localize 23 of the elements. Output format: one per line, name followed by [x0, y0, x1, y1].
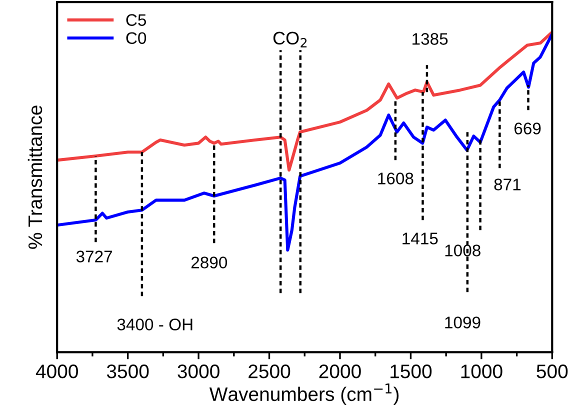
x-tick-label: 3000	[178, 364, 220, 378]
legend-label: C5	[126, 14, 146, 26]
ref-line-label: 669	[514, 122, 541, 134]
legend-label: C0	[126, 32, 146, 44]
annotation: CO$_{2}$	[273, 32, 307, 48]
ref-line-label: 1415	[402, 232, 438, 244]
ref-line-label: 2890	[191, 256, 228, 268]
x-tick-label: 3500	[106, 364, 149, 378]
x-tick-label: 2000	[319, 364, 361, 378]
x-tick-label: 500	[536, 364, 568, 378]
x-tick-label: 2500	[248, 364, 290, 378]
ref-line-label: 871	[494, 178, 521, 190]
x-tick-label: 4000	[36, 364, 78, 378]
ref-line-label: 3400 - OH	[117, 318, 192, 330]
ref-line-label: 1385	[412, 33, 448, 45]
ref-line-label: 1008	[445, 244, 480, 256]
y-axis-title: % Transmittance	[28, 106, 42, 249]
ref-line-label: 3727	[76, 250, 112, 262]
x-tick-label: 1000	[461, 364, 502, 378]
x-tick-label: 1500	[390, 364, 432, 378]
ref-line-label: 1608	[378, 172, 414, 184]
x-axis-title: Wavenumbers (cm$^{−1}$)	[209, 384, 399, 405]
ref-line-label: 1099	[445, 316, 480, 328]
